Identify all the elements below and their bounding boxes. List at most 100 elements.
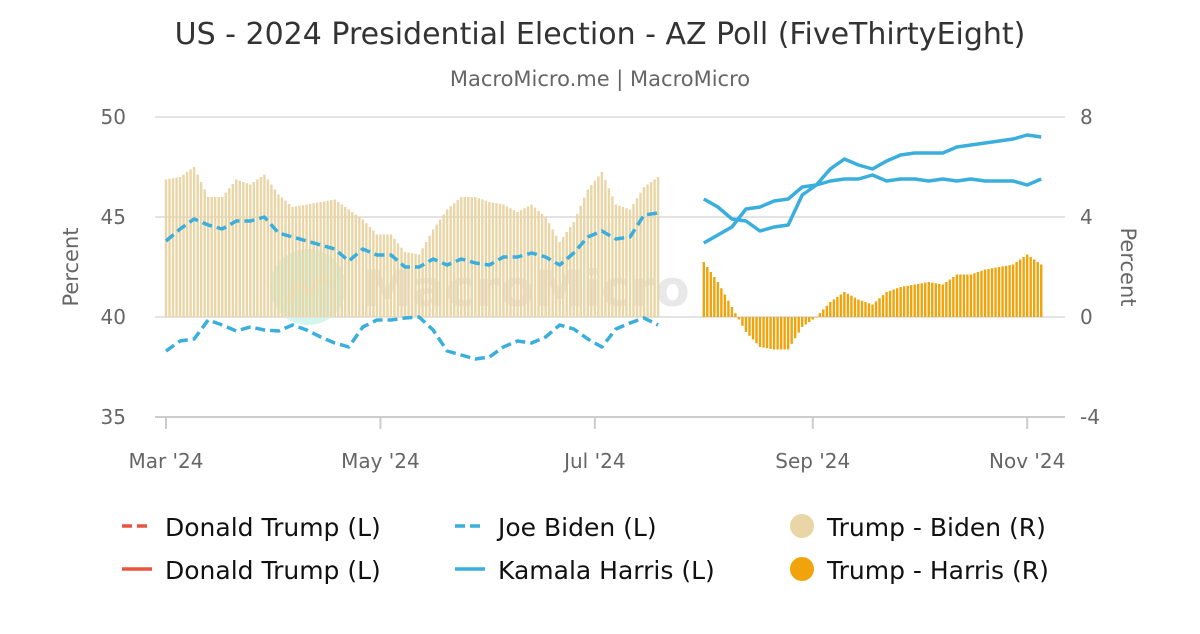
- trump-biden-bar: [400, 248, 402, 317]
- trump-biden-bar: [597, 176, 599, 317]
- trump-harris-bar: [959, 275, 961, 318]
- trump-harris-bar: [850, 296, 852, 317]
- trump-biden-bar: [256, 180, 258, 318]
- trump-biden-bar: [587, 190, 589, 318]
- trump-biden-bar: [453, 203, 455, 317]
- x-tick-label: Jul '24: [562, 449, 625, 473]
- trump-biden-bar: [580, 206, 582, 317]
- legend-item: Kamala Harris (L): [455, 556, 715, 585]
- trump-biden-bar: [288, 204, 290, 317]
- trump-biden-bar: [485, 201, 487, 317]
- trump-biden-bar: [411, 253, 413, 317]
- trump-harris-bar: [899, 287, 901, 317]
- trump-harris-bar: [738, 317, 740, 320]
- trump-biden-bar: [232, 184, 234, 317]
- trump-harris-bar: [833, 300, 835, 318]
- trump-harris-bar: [973, 273, 975, 317]
- trump-biden-bar: [555, 236, 557, 317]
- chart-subtitle: MacroMicro.me | MacroMicro: [450, 67, 750, 92]
- trump-biden-bar: [295, 206, 297, 317]
- trump-harris-bar: [980, 271, 982, 317]
- trump-biden-bar: [594, 181, 596, 317]
- trump-biden-bar: [404, 252, 406, 317]
- y-tick-label-right: 8: [1080, 105, 1093, 129]
- trump-biden-bar: [193, 167, 195, 317]
- trump-harris-bar: [910, 285, 912, 317]
- trump-harris-bar: [928, 282, 930, 317]
- x-tick-label: Sep '24: [775, 449, 850, 473]
- trump-harris-bar: [892, 290, 894, 318]
- trump-harris-bar: [1040, 265, 1042, 318]
- trump-harris-bar: [906, 286, 908, 317]
- trump-biden-bar: [590, 185, 592, 317]
- trump-harris-bar: [829, 302, 831, 317]
- trump-harris-bar: [924, 283, 926, 317]
- trump-harris-bar: [836, 297, 838, 317]
- trump-biden-bar: [376, 235, 378, 318]
- trump-biden-bar: [569, 227, 571, 317]
- trump-biden-bar: [551, 230, 553, 318]
- trump-biden-bar: [618, 206, 620, 317]
- legend-item: Donald Trump (L): [122, 513, 381, 542]
- trump-harris-bar: [984, 270, 986, 318]
- legend-label: Donald Trump (L): [165, 556, 381, 585]
- trump-harris-bar: [720, 288, 722, 317]
- trump-biden-bar: [186, 172, 188, 317]
- trump-biden-bar: [263, 175, 265, 318]
- trump-biden-bar: [414, 254, 416, 317]
- trump-biden-bar: [646, 185, 648, 318]
- legend-item: Joe Biden (L): [455, 513, 657, 542]
- trump-biden-bar: [632, 204, 634, 317]
- trump-biden-bar: [207, 197, 209, 317]
- trump-biden-bar: [548, 223, 550, 317]
- trump-biden-bar: [450, 206, 452, 317]
- trump-biden-bar: [432, 230, 434, 318]
- trump-harris-bar: [826, 306, 828, 317]
- trump-harris-bar: [963, 275, 965, 318]
- trump-harris-bar: [805, 317, 807, 325]
- trump-harris-bar: [819, 313, 821, 317]
- trump-biden-bar: [639, 193, 641, 317]
- trump-biden-bar: [421, 248, 423, 317]
- trump-biden-bar: [601, 172, 603, 317]
- trump-biden-bar: [372, 231, 374, 317]
- trump-harris-bar: [847, 294, 849, 317]
- trump-biden-bar: [407, 253, 409, 317]
- trump-biden-bar: [471, 197, 473, 317]
- legend-label: Trump - Biden (R): [826, 513, 1046, 542]
- trump-harris-bar: [706, 267, 708, 317]
- trump-harris-bar: [822, 310, 824, 318]
- trump-harris-bar: [798, 317, 800, 333]
- trump-harris-bar: [710, 272, 712, 317]
- trump-harris-bar: [776, 317, 778, 350]
- trump-harris-bar: [994, 268, 996, 317]
- trump-biden-bar: [390, 235, 392, 318]
- trump-harris-bar: [755, 317, 757, 343]
- legend-item: Donald Trump (L): [122, 556, 381, 585]
- trump-biden-bar: [246, 183, 248, 317]
- trump-biden-bar: [203, 190, 205, 318]
- trump-harris-bar: [787, 317, 789, 350]
- trump-biden-bar: [365, 223, 367, 317]
- trump-biden-bar: [218, 197, 220, 317]
- trump-harris-bar: [882, 295, 884, 317]
- trump-biden-bar: [302, 205, 304, 317]
- y-tick-label-right: 4: [1080, 205, 1093, 229]
- trump-biden-bar: [506, 206, 508, 317]
- trump-biden-bar: [326, 201, 328, 317]
- trump-biden-bar: [323, 201, 325, 317]
- trump-harris-bar: [991, 268, 993, 317]
- trump-harris-bar: [945, 282, 947, 317]
- legend-label: Kamala Harris (L): [498, 556, 715, 585]
- trump-harris-bar: [703, 262, 705, 317]
- trump-biden-bar: [558, 242, 560, 317]
- trump-biden-bar: [253, 182, 255, 317]
- trump-harris-bar: [913, 285, 915, 318]
- trump-harris-bar: [840, 295, 842, 318]
- trump-biden-bar: [509, 208, 511, 317]
- trump-harris-bar: [875, 301, 877, 317]
- trump-harris-bar: [815, 317, 817, 318]
- trump-harris-bar: [1005, 266, 1007, 317]
- trump-biden-bar: [478, 198, 480, 317]
- trump-biden-bar: [611, 196, 613, 317]
